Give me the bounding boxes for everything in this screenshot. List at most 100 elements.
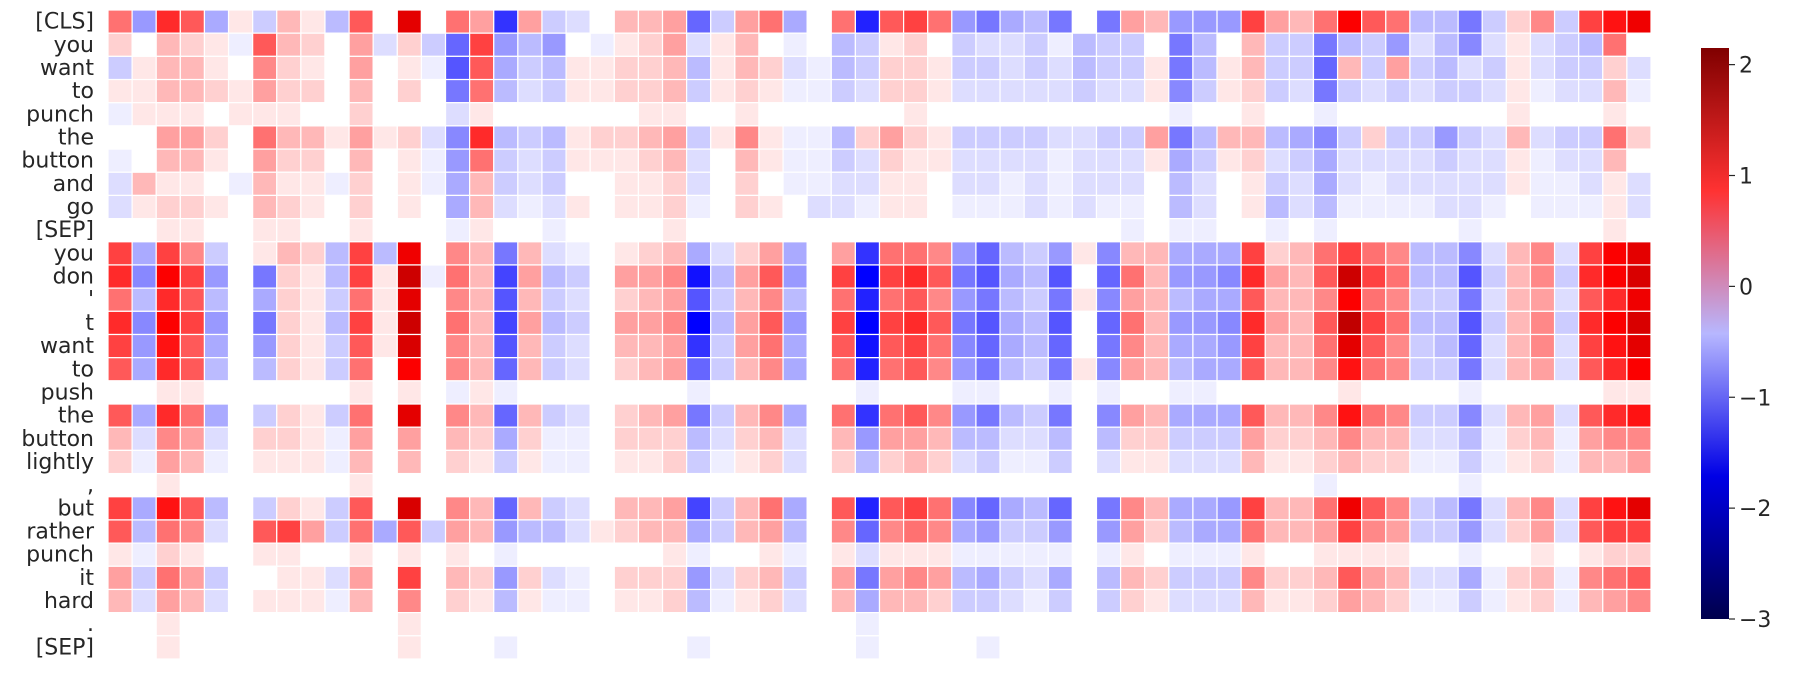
heatmap-cell [1481,519,1507,544]
heatmap-cell [541,519,567,544]
heatmap-cell [903,449,929,475]
heatmap-cell [1336,357,1363,382]
heatmap-cell [252,472,278,498]
heatmap-cell [227,519,254,544]
heatmap-cell [927,403,953,428]
heatmap-cell [1047,310,1073,336]
heatmap-cell [951,287,977,312]
heatmap-cell [1095,357,1122,382]
heatmap-cell [1312,194,1339,220]
heatmap-cell [1168,542,1194,567]
heatmap-cell [661,403,688,428]
heatmap-cell [1240,78,1266,104]
heatmap-cell [517,333,543,359]
heatmap-cell [131,588,157,614]
heatmap-cell [1336,125,1363,150]
heatmap-cell [1216,32,1242,57]
heatmap-cell [300,612,326,637]
row-label: [SEP] [36,218,94,243]
heatmap-cell [276,102,302,127]
heatmap-cell [878,310,905,336]
heatmap-cell [589,635,615,660]
heatmap-cell [613,449,640,475]
heatmap-cell [951,333,977,359]
heatmap-cell [613,310,640,336]
heatmap-cell [1626,9,1652,34]
heatmap-cell [517,519,543,544]
heatmap-cell [1216,357,1242,382]
heatmap-cell [1602,125,1628,150]
heatmap-cell [396,78,423,104]
heatmap-cell [1119,519,1146,544]
heatmap-cell [1385,357,1411,382]
heatmap-cell [444,612,471,637]
heatmap-cell [1168,287,1194,312]
heatmap-cell [348,612,374,637]
heatmap-cell [1312,635,1339,660]
heatmap-cell [758,588,784,614]
heatmap-cell [1336,519,1363,544]
heatmap-cell [1144,148,1170,173]
heatmap-cell [1023,472,1049,498]
heatmap-cell [1602,9,1628,34]
heatmap-cell [806,264,832,289]
heatmap-cell [854,32,881,57]
heatmap-cell [1264,241,1290,266]
heatmap-cell [1216,333,1242,359]
heatmap-cell [1529,357,1556,382]
heatmap-cell [1336,32,1363,57]
row-label: button [21,149,94,174]
heatmap-cell [517,426,543,451]
heatmap-cell [107,148,133,173]
heatmap-cell [1505,333,1532,359]
heatmap-cell [1385,380,1411,405]
heatmap-cell [203,496,230,521]
heatmap-cell [131,357,157,382]
heatmap-cell [975,148,1001,173]
heatmap-cell [613,588,640,614]
heatmap-cell [107,55,133,81]
heatmap-cell [324,612,350,637]
heatmap-cell [1481,565,1507,591]
heatmap-cell [469,403,495,428]
heatmap-cell [324,55,350,81]
heatmap-cell [637,612,664,637]
heatmap-cell [1216,102,1242,127]
heatmap-cell [1288,635,1315,660]
heatmap-cell [758,148,784,173]
heatmap-cell [1264,9,1290,34]
heatmap-cell [1505,310,1532,336]
heatmap-cell [252,565,278,591]
heatmap-cell [469,78,495,104]
heatmap-cell [1095,472,1122,498]
heatmap-cell [1481,542,1507,567]
heatmap-cell [324,588,350,614]
heatmap-cell [469,612,495,637]
heatmap-cell [517,148,543,173]
heatmap-cell [1071,333,1098,359]
heatmap-cell [734,357,760,382]
heatmap-cell [420,218,447,243]
heatmap-cell [372,241,398,266]
heatmap-cell [975,241,1001,266]
heatmap-cell [1095,194,1122,220]
heatmap-cell [1264,333,1290,359]
heatmap-cell [1505,55,1532,81]
heatmap-cell [276,542,302,567]
heatmap-cell [1312,241,1339,266]
heatmap-cell [661,472,688,498]
heatmap-cell [1047,125,1073,150]
heatmap-cell [227,55,254,81]
heatmap-cell [854,588,881,614]
heatmap-cell [1361,380,1387,405]
row-label: and [53,172,94,197]
heatmap-cell [469,241,495,266]
heatmap-cell [1288,333,1315,359]
heatmap-cell [1409,171,1435,197]
heatmap-cell [1264,519,1290,544]
heatmap-cell [1216,9,1242,34]
heatmap-cell [1578,635,1604,660]
heatmap-cell [131,449,157,475]
heatmap-cell [782,171,808,197]
heatmap-cell [324,519,350,544]
